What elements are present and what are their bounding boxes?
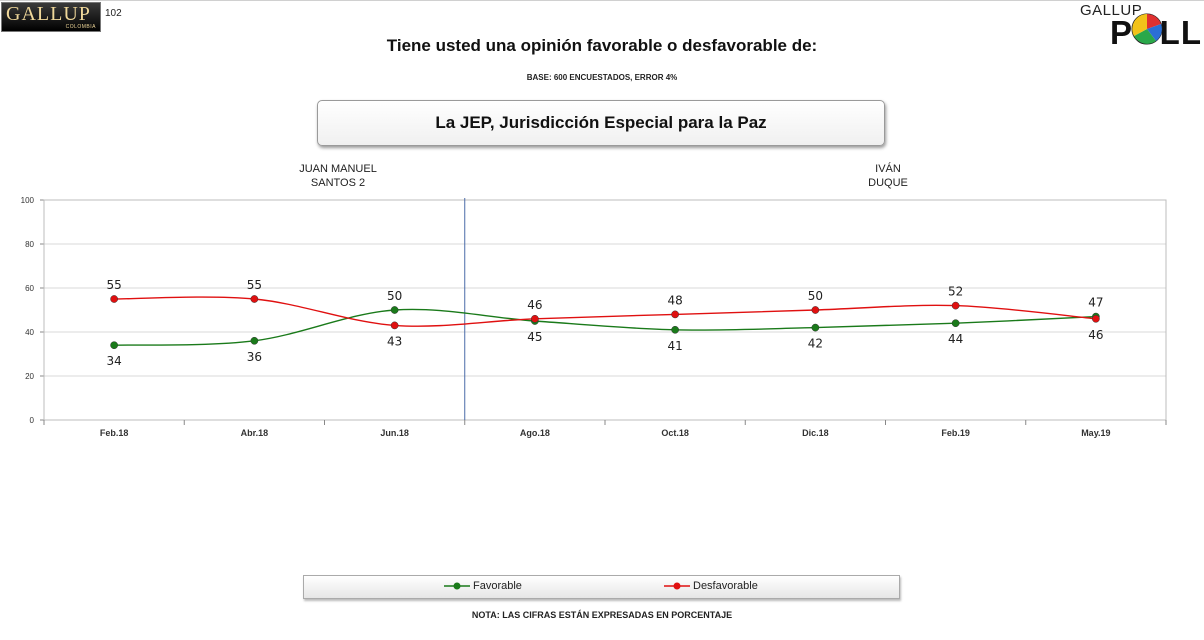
legend-favorable-label: Favorable [473,580,522,592]
y-tick-label: 0 [30,416,35,425]
logo-right-top: GALLUP [1080,2,1143,19]
data-label-desfavorable: 48 [667,293,682,307]
data-label-favorable: 34 [106,354,121,368]
series-line-desfavorable [114,296,1096,327]
period-santos-line1: JUAN MANUEL [299,163,377,175]
data-point-favorable [951,319,960,328]
legend-favorable-marker [444,582,470,590]
data-point-desfavorable [671,310,679,319]
data-label-favorable: 47 [1088,296,1103,310]
gallup-colombia-logo: GALLUP COLOMBIA [1,2,101,32]
logo-left-sub: COLOMBIA [65,24,96,30]
data-point-desfavorable [531,314,539,323]
logo-left-text: GALLUP [6,3,91,25]
data-label-desfavorable: 46 [527,298,542,312]
data-label-favorable: 45 [527,330,542,344]
series-line-favorable [114,308,1096,346]
data-label-desfavorable: 52 [948,285,963,299]
x-tick-label: Dic.18 [802,428,829,438]
data-label-desfavorable: 43 [387,334,402,348]
data-label-desfavorable: 55 [247,278,262,292]
y-tick-label: 20 [25,372,34,381]
plot-area [43,199,1167,421]
y-tick-label: 60 [25,284,34,293]
legend-desfavorable-label: Desfavorable [693,580,758,592]
data-point-desfavorable [110,295,118,303]
data-point-favorable [811,323,820,332]
x-tick-label: Feb.18 [100,428,129,438]
period-santos-line2: SANTOS 2 [310,177,366,189]
data-point-desfavorable [951,301,960,310]
x-tick-label: Oct.18 [661,428,689,438]
data-label-desfavorable: 46 [1088,328,1103,342]
data-point-favorable [671,325,679,334]
data-label-favorable: 42 [808,337,823,351]
period-label-duque: IVÁN DUQUE [818,162,958,190]
data-point-favorable [390,306,399,314]
data-point-desfavorable [811,306,820,314]
period-label-santos: JUAN MANUEL SANTOS 2 [268,162,408,190]
legend-desfavorable-marker [664,582,690,590]
footnote: NOTA: LAS CIFRAS ESTÁN EXPRESADAS EN POR… [471,610,733,620]
page-title: Tiene usted una opinión favorable o desf… [386,36,818,55]
data-point-desfavorable [250,295,259,303]
legend-item-favorable: Favorable [444,580,522,592]
pie-chart-icon [1131,13,1163,45]
period-duque-line2: DUQUE [868,177,908,189]
x-tick-label: Jun.18 [380,428,409,438]
data-label-favorable: 44 [948,332,963,346]
data-point-desfavorable [390,321,399,330]
subject-box: La JEP, Jurisdicción Especial para la Pa… [317,100,885,146]
opinion-line-chart: 0 20 40 60 80 100 Feb.18 Abr.18 Jun.18 Ago.18 Oct.… [21,196,1167,438]
x-tick-label: Ago.18 [520,428,550,438]
x-tick-label: Abr.18 [241,428,269,438]
y-tick-label: 40 [25,328,34,337]
page-number: 102 [105,8,122,19]
data-label-favorable: 50 [387,289,402,303]
y-tick-label: 100 [21,196,35,205]
sample-base: BASE: 600 ENCUESTADOS, ERROR 4% [526,73,678,82]
data-label-desfavorable: 50 [808,289,823,303]
data-point-desfavorable [1092,314,1100,323]
x-tick-label: May.19 [1081,428,1110,438]
x-tick-label: Feb.19 [941,428,970,438]
period-duque-line1: IVÁN [875,163,901,175]
legend-item-desfavorable: Desfavorable [664,580,758,592]
legend: Favorable Desfavorable [303,575,900,599]
top-rule [0,0,1204,1]
data-point-favorable [110,341,118,350]
y-tick-label: 80 [25,240,34,249]
data-label-favorable: 41 [667,339,682,353]
data-point-favorable [250,336,259,345]
data-label-desfavorable: 55 [106,278,121,292]
subject-label: La JEP, Jurisdicción Especial para la Pa… [435,113,767,132]
data-label-favorable: 36 [247,350,262,364]
